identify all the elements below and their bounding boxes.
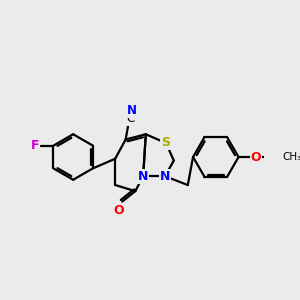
Text: S: S <box>161 136 170 149</box>
Text: C: C <box>127 112 135 125</box>
Text: O: O <box>251 151 261 164</box>
Text: F: F <box>31 139 39 152</box>
Text: N: N <box>160 170 170 183</box>
Text: N: N <box>127 104 137 117</box>
Text: O: O <box>113 204 124 217</box>
Text: CH₃: CH₃ <box>282 152 300 162</box>
Text: N: N <box>138 170 148 183</box>
